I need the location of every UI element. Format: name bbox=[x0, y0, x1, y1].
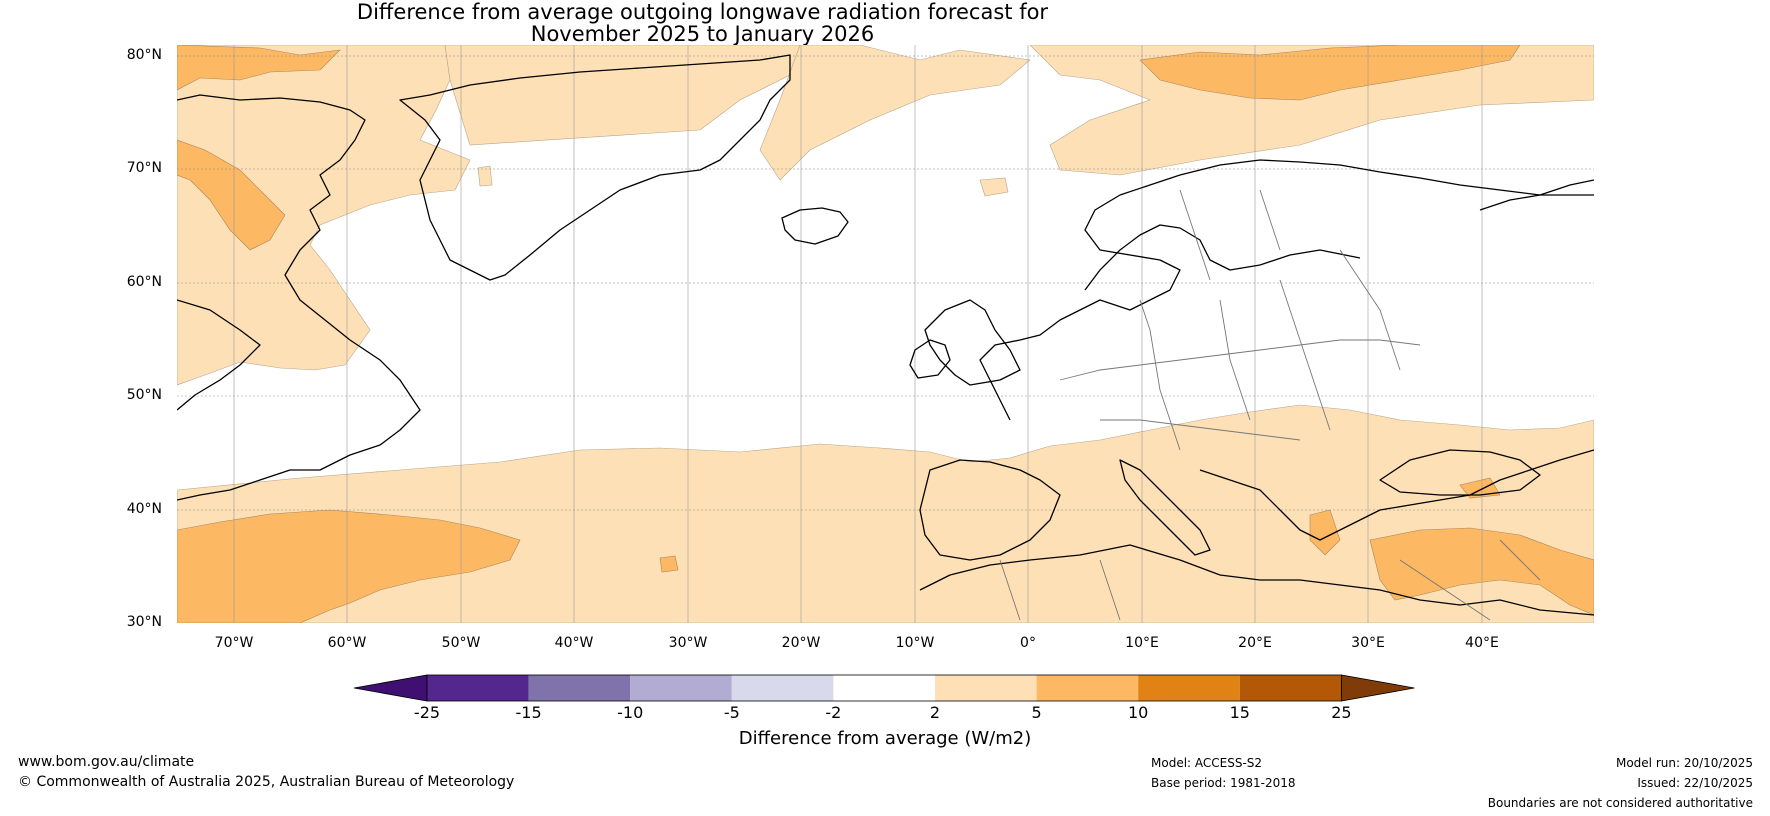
lat-label-80n: 80°N bbox=[126, 47, 162, 63]
iberia-coast bbox=[919, 459, 1061, 561]
black-sea-coast bbox=[1379, 449, 1541, 496]
colorbar-tick-label: -2 bbox=[825, 703, 842, 722]
region-anatolia-patch bbox=[1459, 477, 1501, 499]
lon-label-40e: 40°E bbox=[1465, 635, 1499, 651]
scandinavia-coast bbox=[1084, 224, 1361, 291]
colorbar-segment bbox=[1036, 675, 1139, 701]
graticule bbox=[177, 55, 1594, 511]
colorbar-label: Difference from average (W/m2) bbox=[738, 728, 1032, 749]
greenland-coast bbox=[399, 54, 791, 281]
colorbar-tick-label: 15 bbox=[1229, 703, 1250, 722]
region-subtropical-atlantic bbox=[177, 509, 521, 623]
meridians bbox=[233, 45, 1483, 623]
lat-label-70n: 70°N bbox=[126, 160, 162, 176]
footer-issued: Issued: 22/10/2025 bbox=[1637, 776, 1753, 790]
lon-label-70w: 70°W bbox=[214, 635, 254, 651]
region-arctic-canada bbox=[177, 45, 471, 386]
labrador-inner bbox=[177, 299, 261, 411]
region-small-patch-2 bbox=[477, 165, 493, 187]
colorbar-tick-label: -15 bbox=[515, 703, 542, 722]
italy-coast bbox=[1119, 459, 1211, 556]
region-barents-patch bbox=[1139, 45, 1521, 101]
colorbar-segment bbox=[630, 675, 732, 701]
colorbar-segment bbox=[833, 675, 935, 701]
lon-label-40w: 40°W bbox=[554, 635, 594, 651]
lon-label-60w: 60°W bbox=[327, 635, 367, 651]
colorbar-tick-label: 25 bbox=[1331, 703, 1352, 722]
lat-label-30n: 30°N bbox=[126, 614, 162, 630]
lon-label-50w: 50°W bbox=[441, 635, 481, 651]
lon-label-30w: 30°W bbox=[668, 635, 708, 651]
lon-label-30e: 30°E bbox=[1351, 635, 1385, 651]
colorbar bbox=[353, 674, 1415, 702]
colorbar-tick-label: 10 bbox=[1128, 703, 1149, 722]
lon-label-0: 0° bbox=[1020, 635, 1036, 651]
colorbar-segment bbox=[935, 675, 1037, 701]
map-title-line2: November 2025 to January 2026 bbox=[530, 22, 875, 46]
colorbar-tick-label: 5 bbox=[1031, 703, 1042, 722]
footer-copyright: © Commonwealth of Australia 2025, Austra… bbox=[18, 774, 515, 790]
region-midatlantic-patch bbox=[659, 555, 679, 573]
iceland-coast bbox=[781, 207, 849, 245]
map-title-line1: Difference from average outgoing longwav… bbox=[356, 0, 1049, 24]
lat-label-40n: 40°N bbox=[126, 501, 162, 517]
british-isles-coast bbox=[924, 299, 1021, 386]
region-aegean-patch bbox=[1309, 509, 1341, 556]
russia-north-coast bbox=[1479, 179, 1594, 211]
colorbar-segment bbox=[1138, 675, 1240, 701]
region-east-greenland bbox=[759, 45, 1031, 181]
colorbar-tick-label: -10 bbox=[617, 703, 644, 722]
anomaly-5-to-10-regions bbox=[177, 45, 1594, 623]
colorbar-tick-label: 2 bbox=[929, 703, 941, 722]
europe-coast bbox=[979, 159, 1594, 421]
footer-website: www.bom.gov.au/climate bbox=[18, 754, 195, 770]
colorbar-segment bbox=[427, 675, 529, 701]
coastlines bbox=[177, 54, 1594, 616]
canada-coast bbox=[177, 94, 421, 501]
colorbar-arrow-high bbox=[1341, 674, 1415, 702]
lat-label-60n: 60°N bbox=[126, 274, 162, 290]
colorbar-segment bbox=[1239, 675, 1342, 701]
lon-label-10w: 10°W bbox=[895, 635, 935, 651]
lat-label-50n: 50°N bbox=[126, 387, 162, 403]
footer-model: Model: ACCESS-S2 bbox=[1151, 756, 1263, 770]
region-atlantic-south bbox=[177, 404, 1594, 623]
ireland-coast bbox=[909, 339, 951, 379]
colorbar-arrow-low bbox=[353, 674, 428, 702]
colorbar-tick-label: -25 bbox=[413, 703, 441, 722]
region-small-patch-1 bbox=[979, 177, 1009, 197]
footer-base-period: Base period: 1981-2018 bbox=[1151, 776, 1296, 790]
footer-model-run: Model run: 20/10/2025 bbox=[1615, 756, 1753, 770]
colorbar-segment bbox=[528, 675, 631, 701]
footer-disclaimer: Boundaries are not considered authoritat… bbox=[1487, 796, 1753, 810]
country-borders bbox=[999, 189, 1541, 621]
colorbar-frame bbox=[426, 674, 1342, 702]
north-africa-coast bbox=[919, 544, 1594, 616]
colorbar-tick-label: -5 bbox=[723, 703, 740, 722]
lon-label-20w: 20°W bbox=[781, 635, 821, 651]
lon-label-20e: 20°E bbox=[1238, 635, 1272, 651]
colorbar-segment bbox=[731, 675, 834, 701]
balkans-coast bbox=[1199, 449, 1594, 541]
lon-label-10e: 10°E bbox=[1125, 635, 1159, 651]
